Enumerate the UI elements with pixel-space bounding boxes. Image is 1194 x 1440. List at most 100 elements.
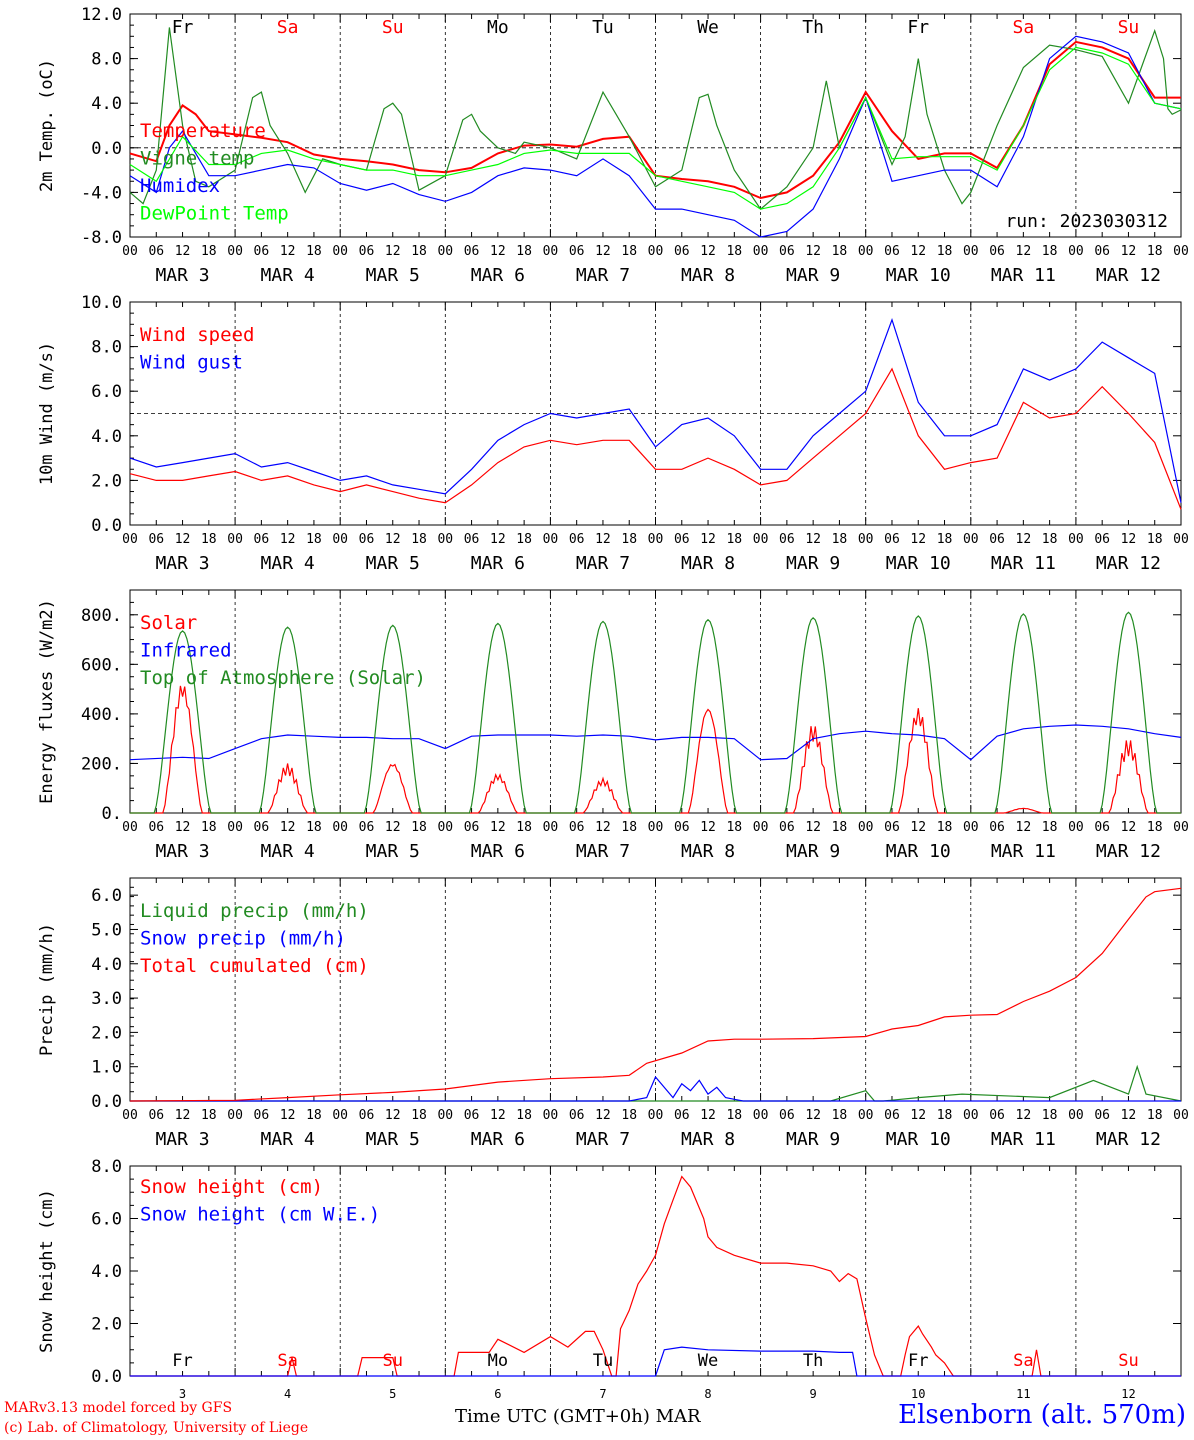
x-date-label: MAR 3: [155, 553, 209, 574]
x-hour-label: 06: [989, 244, 1005, 259]
y-tick-label: 8.0: [91, 50, 122, 70]
x-hour-label: 00: [648, 244, 664, 259]
x-hour-label: 00: [332, 1108, 348, 1123]
x-hour-label: 18: [1147, 820, 1163, 835]
series-line-humidex: [129, 35, 1182, 238]
weekday-label: Sa: [277, 1351, 297, 1371]
x-hour-label: 12: [490, 244, 506, 259]
x-hour-label: 12: [490, 820, 506, 835]
x-hour-label: 00: [227, 820, 243, 835]
x-hour-label: 06: [884, 820, 900, 835]
series-line-liquid-precip-mm-h-: [130, 1064, 1182, 1102]
x-hour-label: 12: [1016, 820, 1032, 835]
x-hour-label: 00: [753, 532, 769, 547]
x-hour-label: 06: [148, 820, 164, 835]
day-number-label: 9: [810, 1387, 817, 1401]
x-hour-label: 18: [411, 244, 427, 259]
x-hour-label: 06: [359, 532, 375, 547]
chart-panel-5: 8.0 6.0 4.0 2.0 0.0 Snow height (cm) Snow heig…: [37, 1157, 1182, 1387]
x-hour-label: 06: [674, 244, 690, 259]
weekday-label: Th: [803, 1351, 823, 1371]
y-tick-label: 4.0: [91, 955, 122, 975]
x-hour-label: 06: [884, 1108, 900, 1123]
x-hour-label: 00: [1068, 244, 1084, 259]
x-hour-label: 00: [858, 820, 874, 835]
x-hour-label: 06: [254, 244, 270, 259]
legend-entry: Top of Atmosphere (Solar): [140, 667, 426, 689]
x-date-label: MAR 7: [576, 1129, 630, 1150]
x-hour-label: 06: [359, 1108, 375, 1123]
x-hour-label: 18: [201, 244, 217, 259]
x-hour-label: 00: [543, 532, 559, 547]
y-axis-label: 2m Temp. (oC): [37, 59, 57, 192]
y-tick-label: 4.0: [91, 1262, 122, 1282]
y-tick-label: 4.0: [91, 427, 122, 447]
x-date-label: MAR 6: [471, 1129, 525, 1150]
y-tick-label: 0.0: [91, 139, 122, 159]
x-hour-label: 00: [963, 820, 979, 835]
weekday-label: Fr: [172, 1351, 192, 1371]
day-number-label: 3: [179, 1387, 186, 1401]
x-hour-label: 00: [543, 1108, 559, 1123]
x-date-label: MAR 4: [261, 553, 315, 574]
legend-entry: Solar: [140, 612, 197, 634]
x-hour-label: 12: [595, 1108, 611, 1123]
legend-entry: Vigne temp: [140, 148, 254, 170]
weekday-label: Su: [382, 17, 404, 38]
x-hour-label: 12: [1121, 244, 1137, 259]
day-number-label: 8: [704, 1387, 711, 1401]
weekday-label: We: [698, 1351, 718, 1371]
weekday-label: Fr: [172, 17, 194, 38]
x-hour-label: 18: [1042, 1108, 1058, 1123]
day-number-label: 12: [1121, 1387, 1135, 1401]
x-hour-label: 18: [726, 244, 742, 259]
x-hour-label: 18: [201, 820, 217, 835]
y-tick-label: 0.0: [91, 1092, 122, 1112]
x-date-label: MAR 5: [366, 841, 420, 862]
x-axis-month: MAR: [655, 1406, 701, 1427]
x-hour-label: 06: [779, 532, 795, 547]
x-hour-label: 00: [227, 532, 243, 547]
x-hour-label: 12: [1016, 1108, 1032, 1123]
y-tick-label: 3.0: [91, 989, 122, 1009]
chart-panel-1: 12.0 8.0 4.0 0.0 -4.0 -8.0 2m Temp. (oC) Temper…: [37, 5, 1189, 286]
y-axis-label: 10m Wind (m/s): [37, 342, 57, 485]
x-hour-label: 00: [1173, 244, 1189, 259]
x-hour-label: 00: [437, 1108, 453, 1123]
x-hour-label: 12: [805, 820, 821, 835]
x-hour-label: 06: [569, 1108, 585, 1123]
x-hour-label: 06: [884, 244, 900, 259]
x-hour-label: 06: [569, 244, 585, 259]
y-tick-label: 6.0: [91, 886, 122, 906]
weekday-label: Mo: [487, 17, 509, 38]
x-hour-label: 00: [858, 1108, 874, 1123]
x-date-label: MAR 9: [786, 265, 840, 286]
legend-entry: Wind gust: [140, 352, 243, 374]
x-date-label: MAR 10: [886, 553, 951, 574]
x-hour-label: 06: [254, 1108, 270, 1123]
weekday-label: Su: [1118, 1351, 1138, 1371]
x-hour-label: 06: [674, 820, 690, 835]
legend-entry: DewPoint Temp: [140, 203, 289, 225]
x-hour-label: 12: [910, 532, 926, 547]
x-hour-label: 18: [1042, 532, 1058, 547]
x-date-label: MAR 11: [991, 1129, 1056, 1150]
station-label: Elsenborn (alt. 570m): [898, 1400, 1186, 1430]
x-hour-label: 06: [884, 532, 900, 547]
x-date-label: MAR 9: [786, 1129, 840, 1150]
legend-entry: Snow height (cm W.E.): [140, 1204, 380, 1226]
day-number-label: 6: [494, 1387, 501, 1401]
x-date-label: MAR 3: [155, 841, 209, 862]
x-hour-label: 06: [359, 244, 375, 259]
x-hour-label: 18: [621, 1108, 637, 1123]
series-line-infrared: [129, 724, 1182, 761]
x-date-label: MAR 12: [1096, 265, 1161, 286]
x-hour-label: 06: [779, 1108, 795, 1123]
x-hour-label: 12: [910, 820, 926, 835]
y-axis-label: Energy fluxes (W/m2): [37, 599, 57, 804]
weekday-label: Su: [383, 1351, 403, 1371]
x-date-label: MAR 4: [261, 841, 315, 862]
x-hour-label: 18: [201, 532, 217, 547]
x-hour-label: 00: [122, 820, 138, 835]
x-hour-label: 06: [464, 820, 480, 835]
